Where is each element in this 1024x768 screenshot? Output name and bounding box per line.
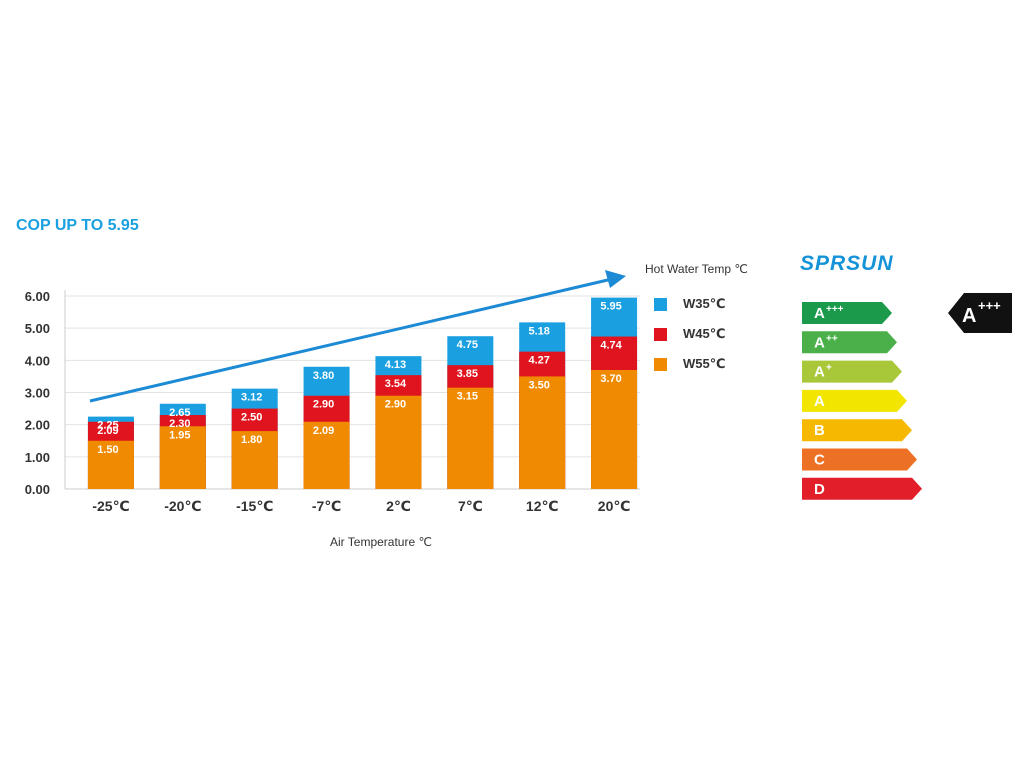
data-label-w55: 2.90 bbox=[385, 399, 406, 411]
rating-arrow-a bbox=[802, 389, 907, 412]
current-rating-arrow bbox=[948, 293, 1012, 333]
rating-label: A bbox=[814, 364, 825, 381]
y-tick-label: 1.00 bbox=[25, 450, 50, 465]
x-tick-label: 2℃ bbox=[386, 498, 411, 514]
data-label-w55: 1.50 bbox=[97, 444, 118, 456]
rating-label: A bbox=[814, 393, 825, 410]
current-rating-label: A bbox=[962, 305, 976, 327]
rating-label: D bbox=[814, 481, 825, 498]
data-label-w45: 4.74 bbox=[600, 340, 622, 352]
bar-w55 bbox=[87, 440, 134, 489]
rating-arrow-c bbox=[802, 448, 917, 471]
data-label-w45: 2.09 bbox=[97, 425, 118, 437]
data-label-w35: 4.75 bbox=[457, 339, 478, 351]
data-label-w55: 3.70 bbox=[600, 373, 621, 385]
legend-item-w35: W35℃ bbox=[654, 295, 725, 313]
data-label-w45: 2.30 bbox=[169, 418, 190, 430]
x-tick-label: -20℃ bbox=[164, 498, 201, 514]
legend-title: Hot Water Temp ℃ bbox=[645, 262, 748, 276]
chart-headline: COP UP TO 5.95 bbox=[16, 217, 139, 234]
data-label-w35: 3.80 bbox=[313, 370, 334, 382]
brand-logo: SPRSUN bbox=[800, 252, 894, 275]
bar-w55 bbox=[375, 395, 422, 489]
rating-arrow-app bbox=[802, 331, 897, 354]
y-tick-label: 0.00 bbox=[25, 482, 50, 497]
y-tick-label: 3.00 bbox=[25, 386, 50, 401]
rating-label: B bbox=[814, 422, 825, 439]
legend-swatch-w35 bbox=[654, 297, 667, 311]
data-label-w45: 2.90 bbox=[313, 399, 334, 411]
legend-item-w45: W45℃ bbox=[654, 325, 725, 343]
x-tick-label: -15℃ bbox=[236, 498, 273, 514]
bar-w55 bbox=[303, 421, 350, 489]
data-label-w35: 4.13 bbox=[385, 359, 406, 371]
legend-swatch-w55 bbox=[654, 357, 667, 371]
trend-arrow bbox=[89, 277, 613, 403]
data-label-w55: 2.09 bbox=[313, 425, 334, 437]
legend-label-w55: W55℃ bbox=[683, 356, 726, 371]
y-tick-label: 5.00 bbox=[25, 321, 50, 336]
current-rating-sup: +++ bbox=[978, 298, 1001, 313]
rating-sup: +++ bbox=[826, 304, 844, 315]
data-label-w35: 3.12 bbox=[241, 392, 262, 404]
data-label-w35: 5.18 bbox=[528, 325, 549, 337]
data-label-w35: 2.65 bbox=[169, 407, 190, 419]
rating-sup: + bbox=[826, 363, 832, 374]
data-label-w55: 3.50 bbox=[528, 379, 549, 391]
y-tick-label: 2.00 bbox=[25, 418, 50, 433]
rating-arrow-appp bbox=[802, 302, 892, 324]
rating-arrow-d bbox=[802, 477, 922, 500]
rating-label: C bbox=[814, 452, 825, 469]
legend-swatch-w45 bbox=[654, 327, 667, 341]
x-axis-label: Air Temperature ℃ bbox=[330, 535, 432, 549]
rating-sup: ++ bbox=[826, 333, 838, 344]
data-label-w45: 3.54 bbox=[385, 378, 407, 390]
x-tick-label: 12℃ bbox=[526, 498, 559, 514]
bar-w55 bbox=[231, 431, 278, 489]
x-tick-label: 20℃ bbox=[598, 498, 631, 514]
legend-label-w35: W35℃ bbox=[683, 296, 726, 311]
data-label-w55: 1.80 bbox=[241, 434, 262, 446]
bar-w55 bbox=[591, 369, 638, 489]
trend-arrowhead bbox=[605, 270, 626, 288]
data-label-w35: 5.95 bbox=[600, 301, 621, 313]
legend-item-w55: W55℃ bbox=[654, 355, 725, 373]
data-label-w55: 1.95 bbox=[169, 429, 190, 441]
bar-w55 bbox=[519, 376, 566, 489]
data-label-w45: 3.85 bbox=[457, 368, 478, 380]
rating-arrow-b bbox=[802, 419, 912, 442]
y-tick-label: 6.00 bbox=[25, 289, 50, 304]
legend-label-w45: W45℃ bbox=[683, 326, 726, 341]
bar-w55 bbox=[159, 426, 206, 489]
rating-label: A bbox=[814, 305, 825, 322]
rating-label: A bbox=[814, 334, 825, 351]
bar-w55 bbox=[447, 387, 494, 489]
data-label-w55: 3.15 bbox=[457, 391, 478, 403]
data-label-w45: 2.50 bbox=[241, 412, 262, 424]
x-tick-label: -7℃ bbox=[312, 498, 341, 514]
y-tick-label: 4.00 bbox=[25, 353, 50, 368]
data-label-w45: 4.27 bbox=[528, 355, 549, 367]
rating-arrow-ap bbox=[802, 360, 902, 383]
x-tick-label: -25℃ bbox=[92, 498, 129, 514]
x-tick-label: 7℃ bbox=[458, 498, 483, 514]
data-label-w35: 2.25 bbox=[97, 420, 118, 432]
